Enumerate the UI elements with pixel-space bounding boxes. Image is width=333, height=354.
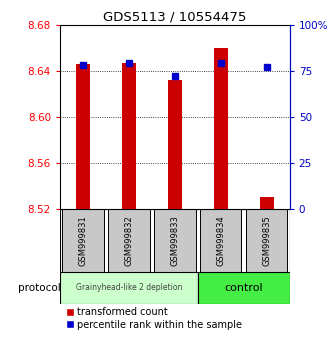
Bar <box>200 209 241 272</box>
Bar <box>76 64 90 209</box>
Text: control: control <box>224 283 263 293</box>
Legend: transformed count, percentile rank within the sample: transformed count, percentile rank withi… <box>65 307 243 331</box>
Bar <box>108 209 150 272</box>
Text: protocol: protocol <box>18 283 60 293</box>
Bar <box>246 209 287 272</box>
Bar <box>198 272 290 304</box>
Text: Grainyhead-like 2 depletion: Grainyhead-like 2 depletion <box>76 284 182 292</box>
Title: GDS5113 / 10554475: GDS5113 / 10554475 <box>103 11 246 24</box>
Text: GSM999831: GSM999831 <box>78 215 88 266</box>
Text: GSM999835: GSM999835 <box>262 215 271 266</box>
Text: GSM999834: GSM999834 <box>216 215 225 266</box>
Bar <box>154 209 195 272</box>
Bar <box>62 209 104 272</box>
Text: GSM999833: GSM999833 <box>170 215 179 266</box>
Bar <box>60 272 198 304</box>
Bar <box>122 63 136 209</box>
Bar <box>168 80 182 209</box>
Bar <box>214 48 228 209</box>
Text: GSM999832: GSM999832 <box>124 215 134 266</box>
Bar <box>260 198 274 209</box>
